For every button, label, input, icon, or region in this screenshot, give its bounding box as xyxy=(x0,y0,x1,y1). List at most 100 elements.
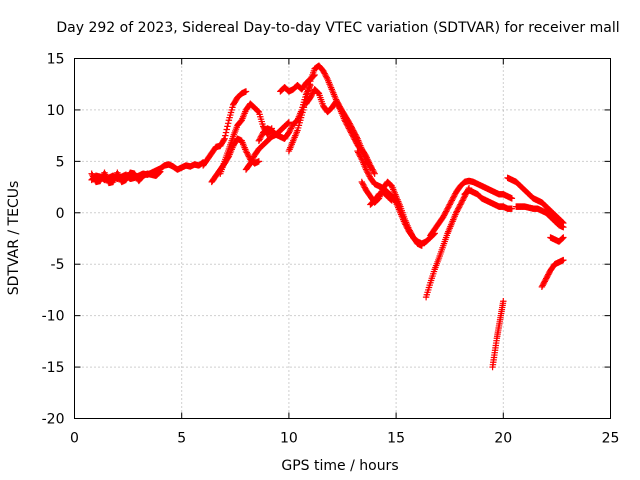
data-point xyxy=(448,197,456,204)
data-point xyxy=(363,167,370,175)
data-point xyxy=(220,136,228,144)
data-point xyxy=(224,123,231,130)
data-point xyxy=(287,125,295,132)
data-point xyxy=(540,280,547,288)
data-point xyxy=(286,127,293,135)
data-point xyxy=(365,171,373,179)
data-point xyxy=(450,194,457,201)
data-point xyxy=(341,117,348,124)
data-point xyxy=(90,174,97,182)
series-early-low xyxy=(88,168,164,187)
series-late-drop xyxy=(538,256,567,291)
data-point xyxy=(248,157,255,164)
data-point xyxy=(88,170,95,177)
data-point xyxy=(440,213,447,221)
data-point xyxy=(344,122,351,129)
y-tick-label: -10 xyxy=(42,309,65,325)
series-late-a xyxy=(504,174,567,227)
data-point xyxy=(347,129,355,136)
series-descent-c xyxy=(367,189,396,208)
data-point xyxy=(445,204,452,211)
data-point xyxy=(242,147,250,155)
data-point xyxy=(256,136,263,143)
series-drop-b xyxy=(489,298,507,371)
data-point xyxy=(443,206,451,214)
data-point xyxy=(356,151,363,159)
data-point xyxy=(345,125,353,132)
data-point xyxy=(350,134,358,142)
data-point xyxy=(342,118,349,125)
data-point xyxy=(407,228,414,236)
y-tick-label: 0 xyxy=(56,206,65,222)
data-point xyxy=(500,298,507,305)
data-point xyxy=(321,70,328,77)
data-point xyxy=(388,197,396,204)
data-point xyxy=(544,272,551,280)
data-point xyxy=(408,231,416,238)
data-point xyxy=(447,198,455,206)
data-point xyxy=(540,279,548,286)
data-point xyxy=(558,235,566,243)
data-point xyxy=(288,123,295,131)
data-point xyxy=(348,130,355,138)
data-point xyxy=(259,123,267,130)
y-tick-label: -5 xyxy=(51,257,65,273)
data-point xyxy=(364,158,371,166)
data-point xyxy=(157,168,164,175)
data-point xyxy=(351,136,358,143)
data-point xyxy=(365,170,372,177)
data-point xyxy=(452,209,460,216)
data-point xyxy=(465,184,473,192)
data-point xyxy=(442,209,449,216)
data-point xyxy=(242,88,250,95)
data-point xyxy=(307,93,315,100)
data-point xyxy=(449,195,456,203)
data-point xyxy=(508,205,516,212)
data-point xyxy=(222,132,229,139)
data-point xyxy=(370,167,377,175)
data-point xyxy=(346,126,353,134)
data-point xyxy=(453,208,461,215)
data-point xyxy=(335,103,343,111)
data-point xyxy=(441,210,448,218)
data-point xyxy=(357,153,364,160)
data-point xyxy=(336,105,343,112)
data-point xyxy=(287,126,294,134)
data-point xyxy=(446,201,453,208)
data-point xyxy=(309,90,316,97)
data-point xyxy=(247,158,255,166)
data-point xyxy=(465,186,472,193)
data-point xyxy=(222,129,230,136)
data-point xyxy=(284,119,292,127)
data-point xyxy=(418,242,426,249)
data-point xyxy=(364,169,371,176)
data-point xyxy=(559,234,566,242)
data-point xyxy=(360,182,368,190)
data-point xyxy=(405,226,413,233)
x-tick-label: 20 xyxy=(494,431,512,447)
data-point xyxy=(358,178,365,186)
data-point xyxy=(315,89,322,96)
data-point xyxy=(387,195,394,203)
x-tick-label: 10 xyxy=(280,431,298,447)
data-point xyxy=(541,278,548,285)
data-point xyxy=(387,196,395,203)
data-point xyxy=(257,133,265,140)
x-axis-label: GPS time / hours xyxy=(281,458,398,474)
data-point xyxy=(285,129,293,136)
data-point xyxy=(440,212,448,219)
data-point xyxy=(545,271,552,278)
data-point xyxy=(545,269,553,277)
data-point xyxy=(445,202,453,210)
data-point xyxy=(320,67,327,75)
x-tick-label: 5 xyxy=(177,431,186,447)
data-point xyxy=(156,169,163,176)
data-point xyxy=(539,282,546,289)
data-point xyxy=(359,180,366,187)
data-point xyxy=(460,195,467,203)
data-point xyxy=(284,120,291,127)
data-point xyxy=(447,199,454,207)
data-point xyxy=(285,119,293,126)
data-point xyxy=(455,205,462,212)
